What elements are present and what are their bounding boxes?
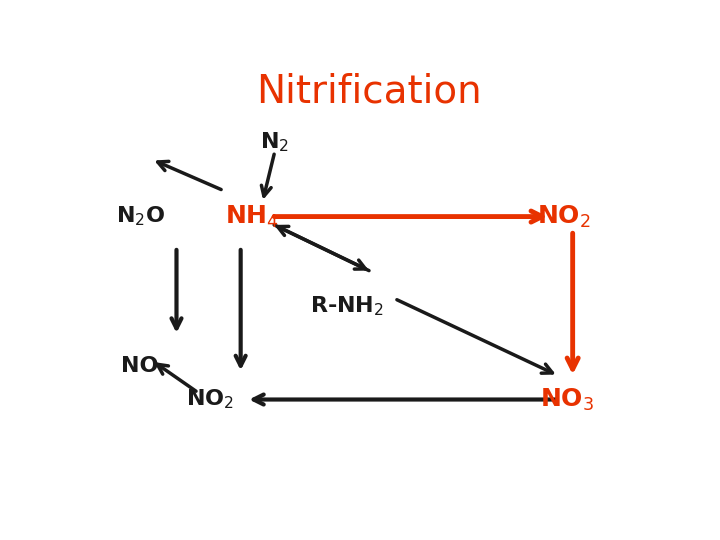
Text: Nitrification: Nitrification [256,73,482,111]
Text: NO: NO [122,356,159,376]
Text: NO$_2$: NO$_2$ [537,204,591,230]
Text: R-NH$_2$: R-NH$_2$ [310,294,384,318]
Text: NO$_2$: NO$_2$ [186,388,234,411]
Text: N$_2$O: N$_2$O [116,205,165,228]
Text: NH$_4$: NH$_4$ [225,204,279,230]
Text: N$_2$: N$_2$ [260,130,289,153]
Text: NO$_3$: NO$_3$ [540,387,594,413]
